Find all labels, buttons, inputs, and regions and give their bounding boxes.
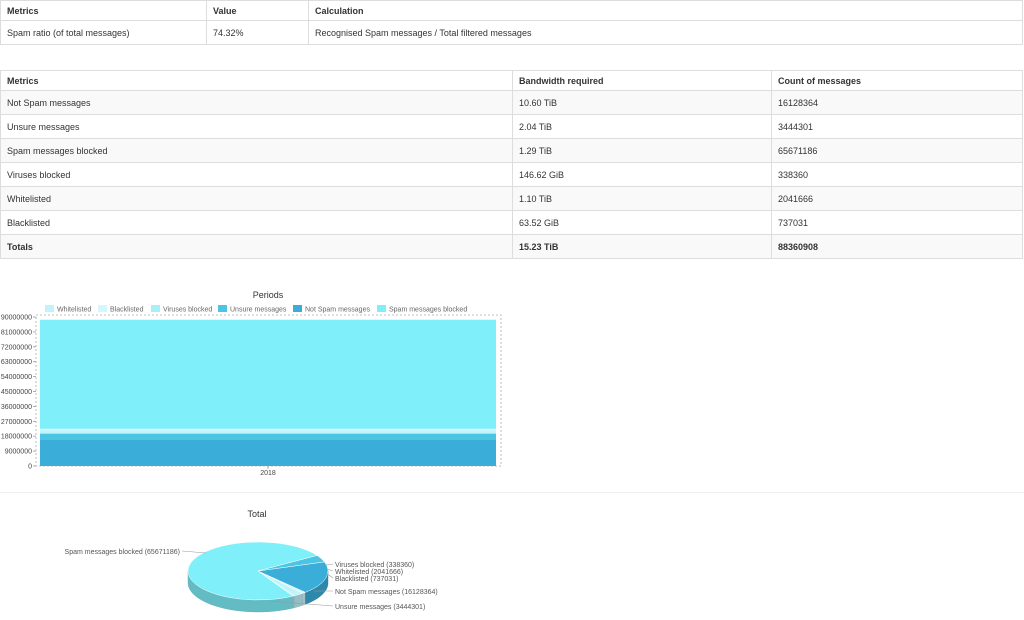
legend-swatch (151, 305, 160, 312)
table-cell: 65671186 (771, 138, 1023, 163)
y-tick-label: 81000000 (1, 329, 32, 336)
table-cell: Recognised Spam messages / Total filtere… (308, 20, 1023, 45)
table-cell: Unsure messages (0, 114, 513, 139)
column-header: Calculation (308, 0, 1023, 21)
legend-swatch (45, 305, 54, 312)
legend-label: Blacklisted (110, 307, 144, 314)
table-cell: Spam ratio (of total messages) (0, 20, 207, 45)
table-cell: Viruses blocked (0, 162, 513, 187)
pie-slice (257, 561, 329, 593)
table-cell: 63.52 GiB (512, 210, 772, 235)
totals-cell: 88360908 (771, 234, 1023, 259)
bar-segment (40, 428, 496, 431)
pie-label: Viruses blocked (338360) (335, 562, 414, 569)
table-cell: 338360 (771, 162, 1023, 187)
bar-segment (40, 439, 496, 466)
table-header-row: Metrics Bandwidth required Count of mess… (0, 70, 1023, 91)
x-tick-label: 2018 (260, 470, 276, 477)
table-row: Viruses blocked 146.62 GiB 338360 (0, 162, 1023, 187)
pie-label: Unsure messages (3444301) (335, 604, 425, 611)
chart-title: Periods (253, 290, 284, 300)
table-row: Whitelisted 1.10 TiB 2041666 (0, 186, 1023, 211)
totals-row: Totals 15.23 TiB 88360908 (0, 234, 1023, 259)
table-header-row: Metrics Value Calculation (0, 0, 1023, 21)
table-cell: 146.62 GiB (512, 162, 772, 187)
pie-leader-line (269, 600, 334, 607)
table-row: Unsure messages 2.04 TiB 3444301 (0, 114, 1023, 139)
bar-segment (40, 428, 496, 429)
total-pie-chart: Total Spam messages blocked (65671186) Vi… (65, 509, 438, 613)
chart-legend: Whitelisted Blacklisted Viruses blocked Uns… (45, 305, 467, 314)
y-tick-label: 18000000 (1, 434, 32, 441)
section-divider (0, 492, 1024, 493)
periods-stacked-bar-chart: Periods Whitelisted Blacklisted Viruses bl… (1, 290, 502, 477)
table-cell: 3444301 (771, 114, 1023, 139)
table-row: Blacklisted 63.52 GiB 737031 (0, 210, 1023, 235)
pie-label: Spam messages blocked (65671186) (65, 549, 180, 556)
legend-label: Not Spam messages (305, 307, 370, 314)
pie-slice (187, 541, 318, 601)
legend-label: Whitelisted (57, 307, 91, 314)
table-cell: Whitelisted (0, 186, 513, 211)
bar-segment (40, 319, 496, 429)
table-cell: 1.29 TiB (512, 138, 772, 163)
table-cell: Blacklisted (0, 210, 513, 235)
pie-label: Whitelisted (2041666) (335, 569, 403, 576)
column-header: Value (206, 0, 309, 21)
spam-ratio-table: Metrics Value Calculation Spam ratio (of… (0, 0, 1023, 45)
legend-swatch (293, 305, 302, 312)
column-header: Bandwidth required (512, 70, 772, 91)
pie-3d-side (187, 570, 329, 613)
table-cell: 1.10 TiB (512, 186, 772, 211)
table-row: Not Spam messages 10.60 TiB 16128364 (0, 90, 1023, 115)
chart-title: Total (247, 509, 266, 519)
pie-slices (187, 541, 329, 601)
table-cell: 2.04 TiB (512, 114, 772, 139)
pie-labels: Spam messages blocked (65671186) Viruses … (65, 549, 438, 611)
column-header: Metrics (0, 70, 513, 91)
pie-leader-line (326, 568, 334, 572)
legend-label: Unsure messages (230, 307, 287, 314)
bar-segment (40, 433, 496, 440)
y-tick-label: 45000000 (1, 389, 32, 396)
y-tick-label: 63000000 (1, 359, 32, 366)
totals-cell: Totals (0, 234, 513, 259)
legend-label: Spam messages blocked (389, 307, 467, 314)
table-cell: Not Spam messages (0, 90, 513, 115)
table-cell: 74.32% (206, 20, 309, 45)
y-tick-label: 27000000 (1, 419, 32, 426)
legend-swatch (98, 305, 107, 312)
table-cell: 16128364 (771, 90, 1023, 115)
x-axis: 2018 (260, 466, 276, 477)
pie-leader-line (181, 550, 207, 554)
table-cell: 737031 (771, 210, 1023, 235)
pie-label: Blacklisted (737031) (335, 576, 398, 583)
pie-side-wall (292, 595, 295, 609)
pie-leader-line (325, 563, 334, 566)
table-row: Spam ratio (of total messages) 74.32% Re… (0, 20, 1023, 45)
bar-segment (40, 430, 496, 434)
pie-leader-line (325, 572, 334, 579)
legend-swatch (218, 305, 227, 312)
y-tick-label: 72000000 (1, 344, 32, 351)
totals-cell: 15.23 TiB (512, 234, 772, 259)
legend-swatch (377, 305, 386, 312)
table-row: Spam messages blocked 1.29 TiB 65671186 (0, 138, 1023, 163)
y-tick-label: 90000000 (1, 315, 32, 322)
pie-label: Not Spam messages (16128364) (335, 589, 438, 596)
column-header: Count of messages (771, 70, 1023, 91)
column-header: Metrics (0, 0, 207, 21)
table-cell: 2041666 (771, 186, 1023, 211)
y-tick-label: 9000000 (5, 449, 32, 456)
y-tick-label: 36000000 (1, 404, 32, 411)
bar-stack (40, 319, 496, 466)
table-cell: 10.60 TiB (512, 90, 772, 115)
y-tick-label: 0 (28, 464, 32, 471)
pie-slice (257, 555, 325, 572)
legend-label: Viruses blocked (163, 307, 212, 314)
metrics-table: Metrics Bandwidth required Count of mess… (0, 70, 1023, 259)
table-cell: Spam messages blocked (0, 138, 513, 163)
y-tick-label: 54000000 (1, 374, 32, 381)
